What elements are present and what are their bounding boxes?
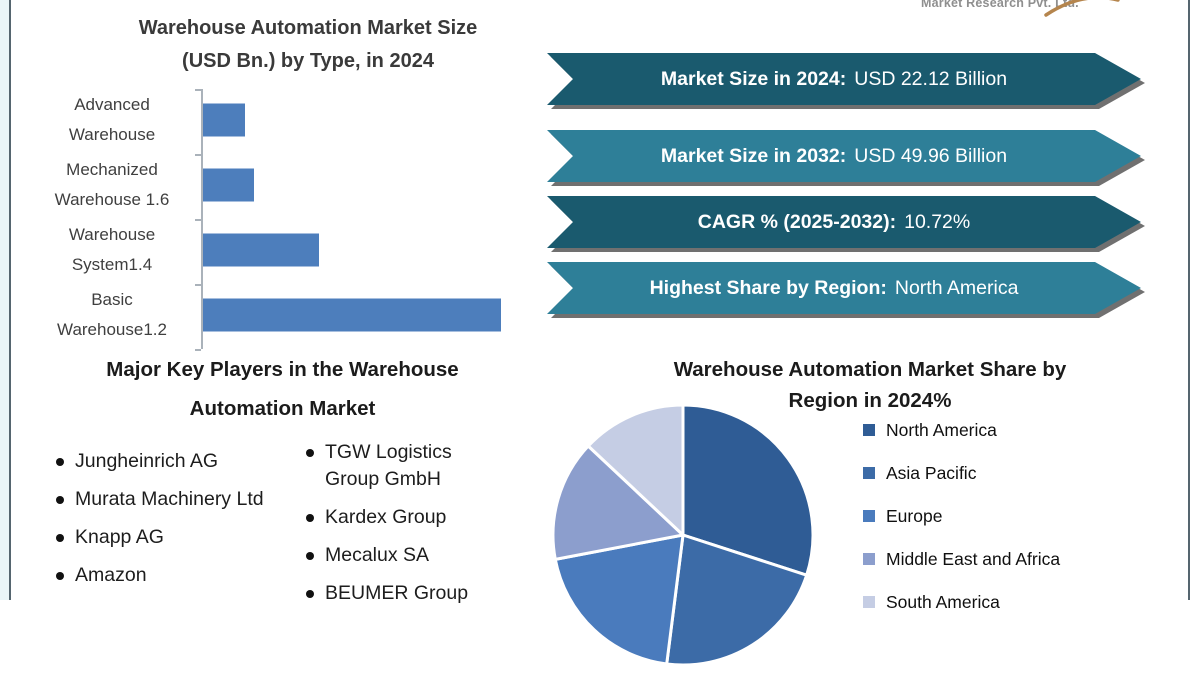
bar-category-label: Mechanized Warehouse 1.6: [54, 159, 170, 209]
legend-marker: [863, 553, 875, 565]
bar-row: Basic Warehouse1.2: [28, 282, 530, 347]
legend-label: Asia Pacific: [886, 462, 977, 483]
pie-slice: [551, 444, 685, 561]
left-edge-strip: [0, 0, 9, 600]
pie-chart: [551, 403, 815, 667]
stat-banner: Market Size in 2032: USD 49.96 Billion: [547, 130, 1141, 182]
bar: [203, 168, 254, 201]
bar-chart-plot: Advanced Warehouse Mechanized Warehouse 1…: [28, 87, 530, 351]
pie-legend: North America Asia Pacific Europe Middle Ea…: [863, 420, 1060, 635]
key-players-column: TGW Logistics Group GmbH Kardex Group Meca…: [304, 439, 519, 618]
bar-category-label: Warehouse System1.4: [68, 224, 156, 274]
stat-banner-ribbon: CAGR % (2025-2032): 10.72%: [547, 196, 1141, 248]
bar-row: Mechanized Warehouse 1.6: [28, 152, 530, 217]
bar-chart-y-axis: [201, 89, 203, 349]
bar-row: Advanced Warehouse: [28, 87, 530, 152]
stat-label: Highest Share by Region:: [649, 276, 887, 299]
legend-marker: [863, 596, 875, 608]
legend-item: Middle East and Africa: [863, 549, 1060, 569]
stat-label: Market Size in 2024:: [660, 67, 847, 90]
legend-label: Middle East and Africa: [886, 548, 1061, 569]
axis-tick: [195, 219, 201, 221]
stat-banner-ribbon: Market Size in 2024: USD 22.12 Billion: [547, 53, 1141, 105]
bar-category-label: Basic Warehouse1.2: [57, 289, 167, 339]
bar: [203, 233, 319, 266]
stat-value: USD 22.12 Billion: [854, 67, 1008, 90]
logo-text: Market Research Pvt. Ltd.: [921, 0, 1079, 10]
legend-label: North America: [886, 419, 997, 440]
key-player-item: Kardex Group: [304, 504, 475, 531]
stat-label: CAGR % (2025-2032):: [697, 210, 897, 233]
bar-chart-title: Warehouse Automation Market Size (USD Bn…: [138, 17, 478, 72]
key-player-item: BEUMER Group: [304, 580, 475, 607]
key-player-item: Knapp AG: [54, 524, 270, 551]
stat-value: 10.72%: [904, 210, 971, 233]
frame-border-left: [9, 0, 11, 600]
infographic-root: { "page": { "frame_color": "#55656f", "l…: [0, 0, 1190, 667]
stat-banner-ribbon: Highest Share by Region: North America: [547, 262, 1141, 314]
legend-item: Europe: [863, 506, 1060, 526]
stat-value: USD 49.96 Billion: [854, 144, 1008, 167]
bar: [203, 298, 501, 331]
axis-tick: [195, 349, 201, 351]
key-player-item: Mecalux SA: [304, 542, 475, 569]
frame-border-right: [1188, 0, 1190, 600]
stat-banner: Highest Share by Region: North America: [547, 262, 1141, 314]
stat-value: North America: [894, 276, 1019, 299]
legend-item: Asia Pacific: [863, 463, 1060, 483]
stat-banner: CAGR % (2025-2032): 10.72%: [547, 196, 1141, 248]
pie-slice: [586, 403, 685, 537]
bar-chart: Warehouse Automation Market Size (USD Bn…: [28, 12, 530, 351]
bar-track: [196, 282, 530, 347]
bar-track: [196, 87, 530, 152]
key-players-columns: Jungheinrich AG Murata Machinery Ltd Knapp…: [30, 441, 535, 618]
bar: [203, 103, 245, 136]
logo-swoosh-icon: [1044, 0, 1120, 17]
legend-label: South America: [886, 591, 1000, 612]
stat-banner: Market Size in 2024: USD 22.12 Billion: [547, 53, 1141, 105]
key-players-section: Major Key Players in the Warehouse Autom…: [30, 350, 535, 618]
stat-banner-ribbon: Market Size in 2032: USD 49.96 Billion: [547, 130, 1141, 182]
key-player-item: Murata Machinery Ltd: [54, 486, 270, 513]
legend-item: South America: [863, 592, 1060, 612]
bar-row: Warehouse System1.4: [28, 217, 530, 282]
legend-marker: [863, 467, 875, 479]
pie-chart-title: Warehouse Automation Market Share by Reg…: [673, 358, 1067, 412]
key-player-item: Amazon: [54, 562, 270, 589]
bar-track: [196, 152, 530, 217]
key-players-title: Major Key Players in the Warehouse Autom…: [106, 358, 459, 420]
bar-track: [196, 217, 530, 282]
pie-slice: [681, 403, 815, 577]
pie-chart-section: Warehouse Automation Market Share by Reg…: [545, 350, 1190, 667]
axis-tick: [195, 154, 201, 156]
bar-category-label: Advanced Warehouse: [68, 94, 156, 144]
key-player-item: Jungheinrich AG: [54, 448, 270, 475]
legend-item: North America: [863, 420, 1060, 440]
stat-label: Market Size in 2032:: [660, 144, 847, 167]
legend-marker: [863, 424, 875, 436]
key-player-item: TGW Logistics Group GmbH: [304, 439, 475, 493]
axis-tick: [195, 284, 201, 286]
legend-label: Europe: [886, 505, 943, 526]
axis-tick: [195, 89, 201, 91]
key-players-column: Jungheinrich AG Murata Machinery Ltd Knapp…: [54, 448, 304, 618]
legend-marker: [863, 510, 875, 522]
